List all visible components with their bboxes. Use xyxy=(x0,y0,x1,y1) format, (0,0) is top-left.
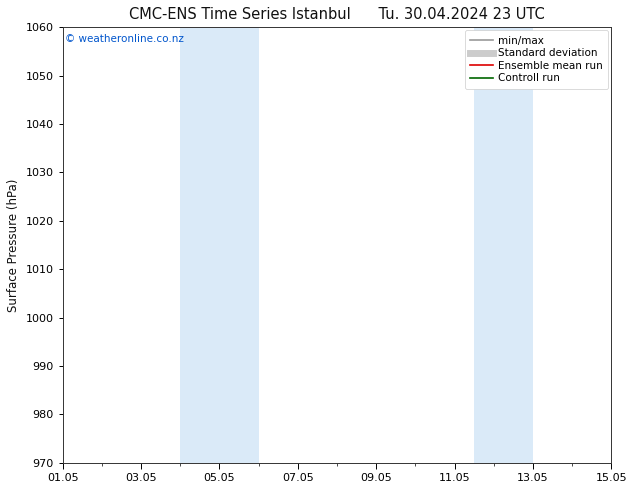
Bar xyxy=(180,27,259,463)
Legend: min/max, Standard deviation, Ensemble mean run, Controll run: min/max, Standard deviation, Ensemble me… xyxy=(465,30,608,89)
Title: CMC-ENS Time Series Istanbul      Tu. 30.04.2024 23 UTC: CMC-ENS Time Series Istanbul Tu. 30.04.2… xyxy=(129,7,545,22)
Y-axis label: Surface Pressure (hPa): Surface Pressure (hPa) xyxy=(7,178,20,312)
Text: © weatheronline.co.nz: © weatheronline.co.nz xyxy=(65,34,184,44)
Bar xyxy=(474,27,533,463)
